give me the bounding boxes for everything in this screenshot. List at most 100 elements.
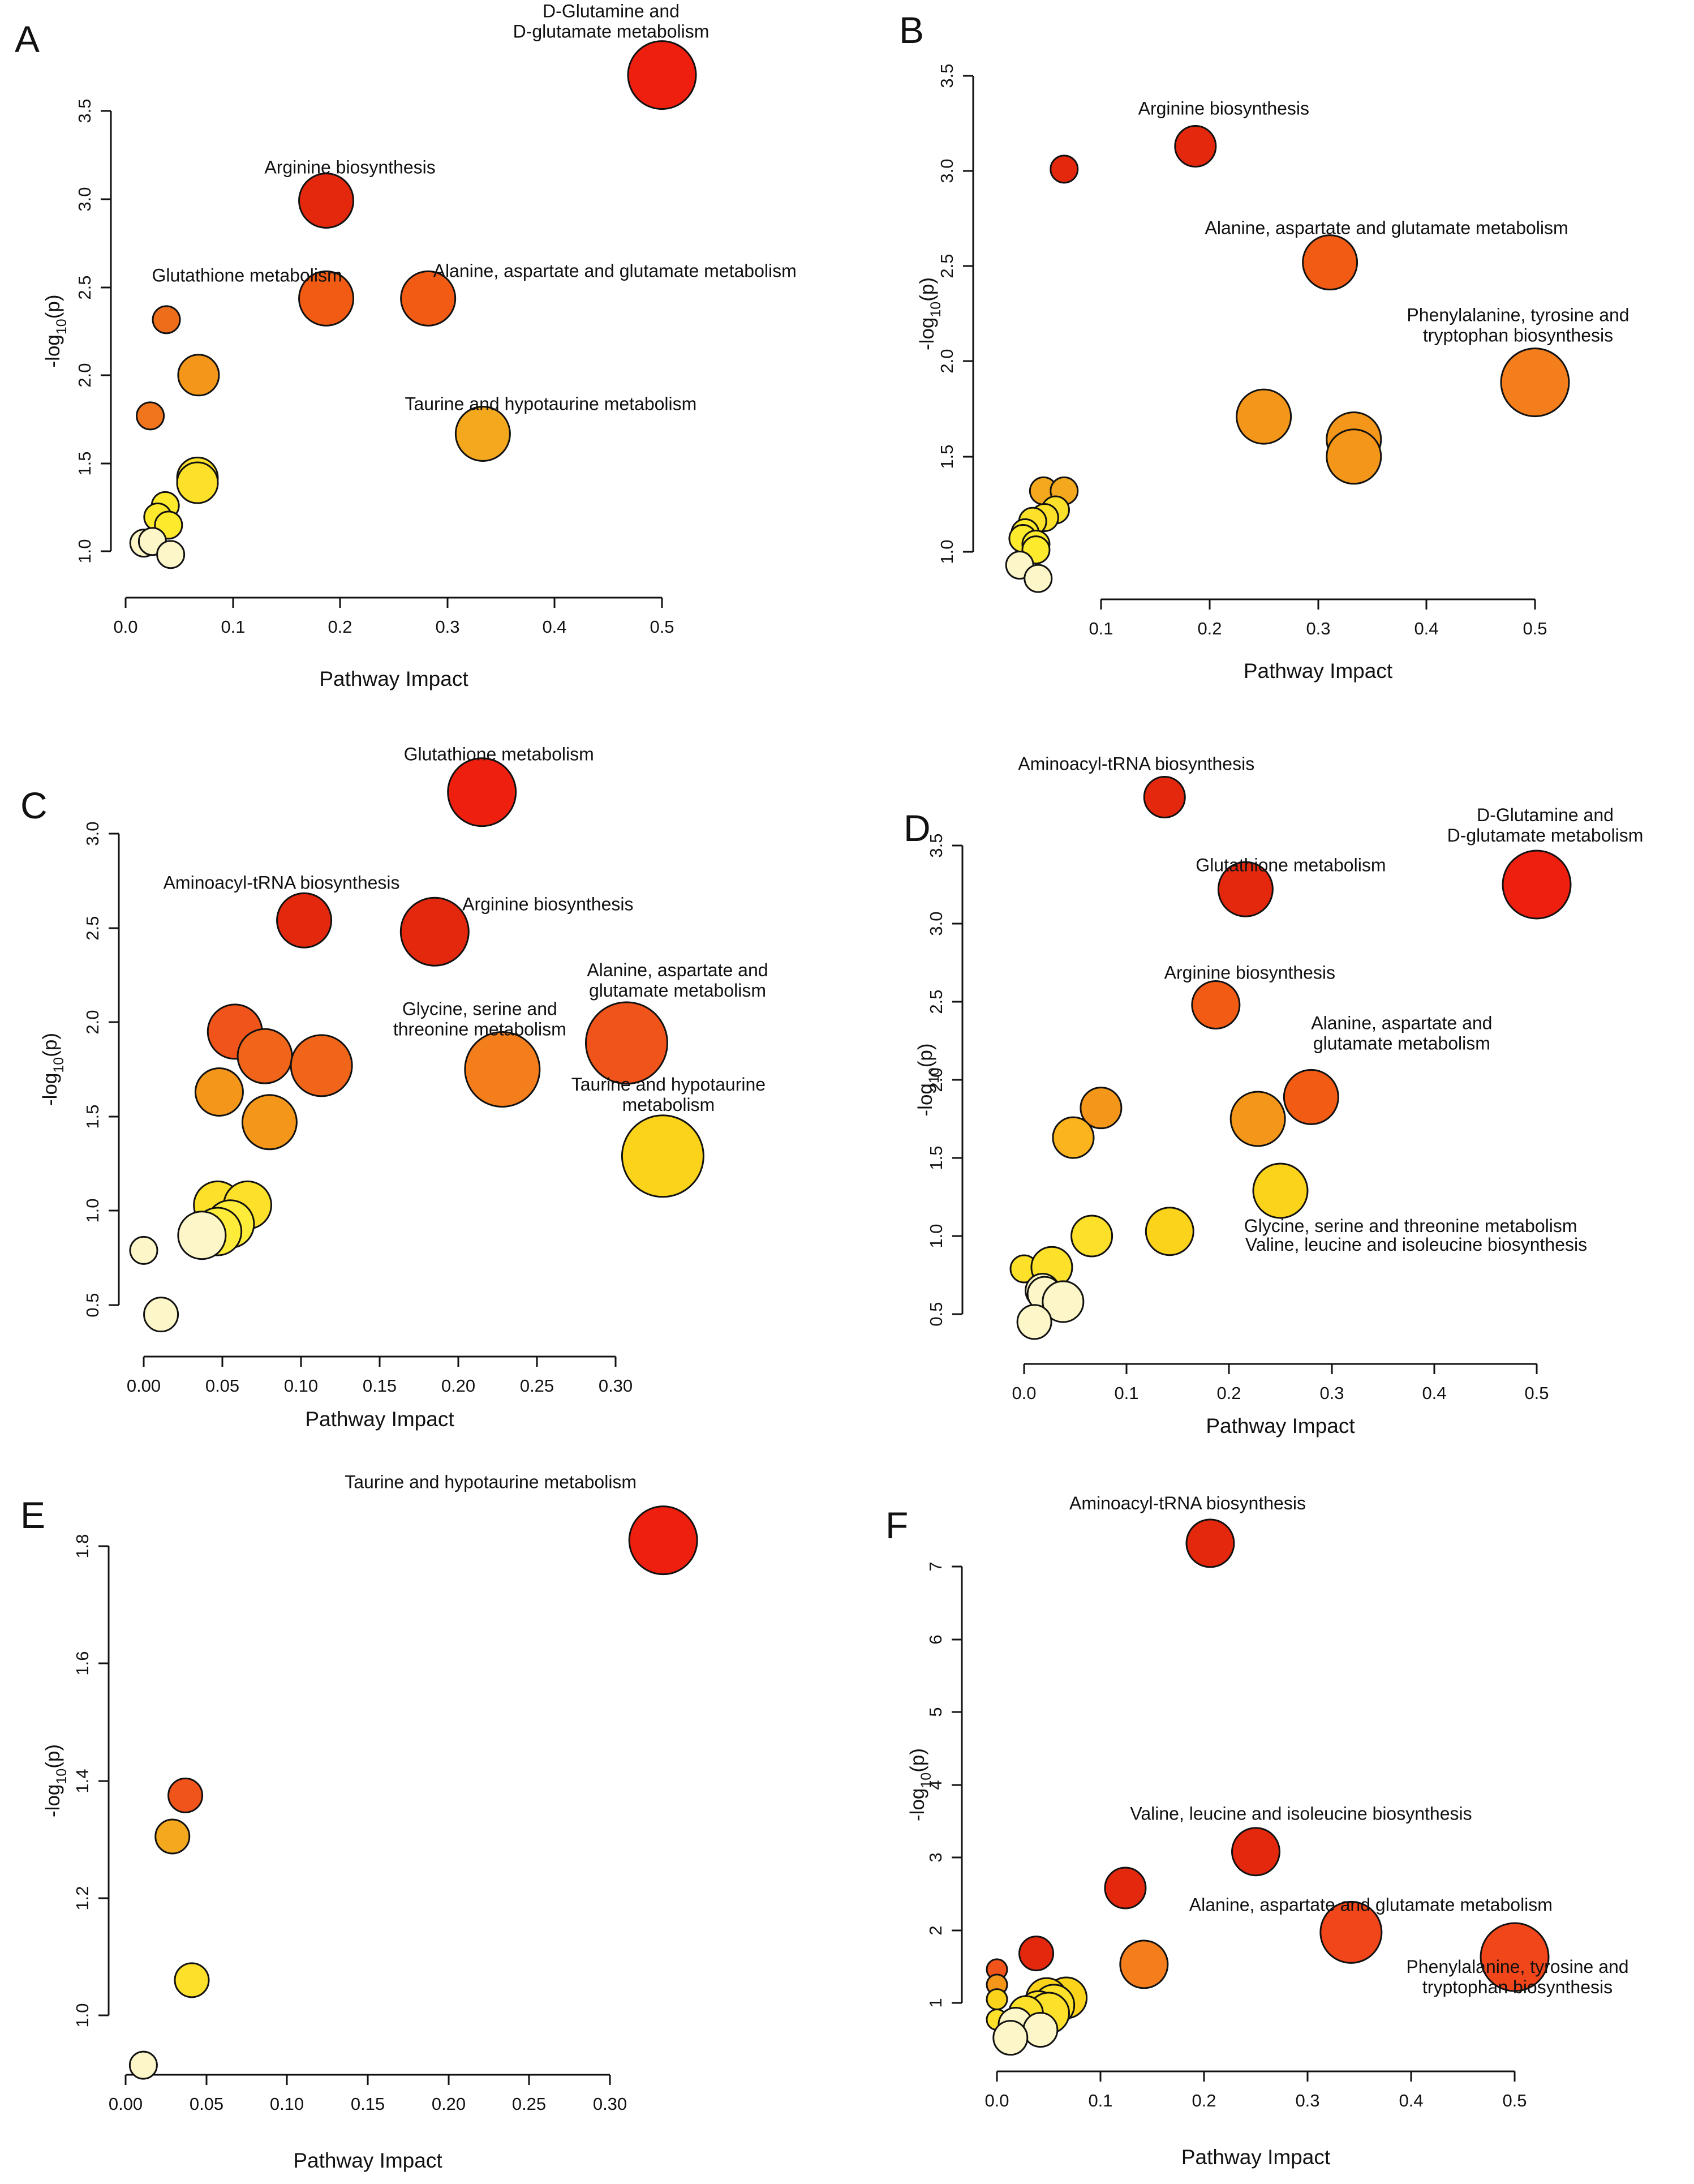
pathway-point[interactable] xyxy=(400,270,457,327)
x-axis-c: 0.00 0.05 0.10 0.15 0.20 0.25 0.30 xyxy=(127,1355,633,1396)
pathway-point[interactable] xyxy=(174,1962,210,1998)
pathway-point[interactable] xyxy=(1252,1162,1309,1219)
pathway-point[interactable] xyxy=(298,270,355,327)
y-axis-e: 1.0 1.2 1.4 1.6 1.8 xyxy=(72,1534,110,2028)
pathway-point[interactable] xyxy=(1050,155,1079,184)
pathway-label-line: Aminoacyl-tRNA biosynthesis xyxy=(164,872,400,893)
pathway-point[interactable] xyxy=(1283,1069,1339,1125)
x-tick-label: 0.2 xyxy=(328,617,352,637)
pathway-label-line: Arginine biosynthesis xyxy=(1138,98,1309,118)
pathway-label: Alanine, aspartate and glutamate metaboli… xyxy=(587,960,768,1001)
pathway-point[interactable] xyxy=(136,401,165,431)
panel-letter-e: E xyxy=(20,1494,46,1536)
pathway-point[interactable] xyxy=(152,305,181,334)
pathway-point[interactable] xyxy=(1319,1900,1383,1964)
pathway-point[interactable] xyxy=(1042,1280,1085,1323)
pathway-point[interactable] xyxy=(1480,1922,1550,1992)
panel-d: D 0.0 0.1 0.2 0.3 0.4 0.5 0.5 1.0 1.5 2.0 2.5 3.0 3.… xyxy=(847,736,1694,1471)
pathway-label-line: Glycine, serine and threonine metabolism xyxy=(1244,1216,1577,1236)
pathway-label-line: tryptophan biosynthesis xyxy=(1422,1977,1613,1997)
x-tick-label: 0.4 xyxy=(1422,1383,1446,1403)
pathway-point[interactable] xyxy=(1236,388,1292,445)
y-tick-label: 2.5 xyxy=(937,254,957,278)
pathway-point[interactable] xyxy=(1302,234,1358,291)
pathway-point[interactable] xyxy=(628,1505,698,1576)
pathway-point[interactable] xyxy=(298,172,355,229)
y-tick-label: 2 xyxy=(926,1925,945,1935)
annotations-e: Taurine and hypotaurine metabolism xyxy=(345,1472,637,1492)
pathway-label-line: Taurine and hypotaurine metabolism xyxy=(405,394,696,414)
pathway-point[interactable] xyxy=(1217,861,1274,917)
pathway-point[interactable] xyxy=(464,1031,541,1108)
pathway-point[interactable] xyxy=(627,40,697,110)
pathway-label: Arginine biosynthesis xyxy=(264,157,435,177)
pathway-point[interactable] xyxy=(1104,1867,1147,1910)
pathway-point[interactable] xyxy=(1052,1116,1095,1159)
pathway-point[interactable] xyxy=(1500,347,1570,418)
pathway-point[interactable] xyxy=(584,1001,668,1085)
pathway-point[interactable] xyxy=(128,2050,158,2080)
pathway-point[interactable] xyxy=(1191,980,1241,1030)
pathway-point[interactable] xyxy=(986,1988,1008,2011)
panel-e: E 0.00 0.05 0.10 0.15 0.20 0.25 0.30 1.0 1.2 1.4 1… xyxy=(0,1471,847,2184)
y-tick-label: 3.5 xyxy=(75,98,94,123)
pathway-point[interactable] xyxy=(143,1297,179,1333)
pathway-point[interactable] xyxy=(241,1094,298,1151)
x-tick-label: 0.5 xyxy=(1523,619,1547,638)
pathway-point[interactable] xyxy=(454,406,511,462)
y-axis-title-prefix: -log xyxy=(916,317,938,350)
x-axis-b: 0.1 0.2 0.3 0.4 0.5 xyxy=(1089,598,1547,638)
pathway-label: Taurine and hypotaurine metabolism xyxy=(405,394,696,414)
pathway-point[interactable] xyxy=(1070,1215,1113,1258)
pathway-point[interactable] xyxy=(1016,1304,1052,1340)
pathway-point[interactable] xyxy=(154,1818,191,1855)
pathway-label-line: Taurine and hypotaurine metabolism xyxy=(345,1472,637,1492)
x-axis-title: Pathway Impact xyxy=(305,1408,454,1431)
pathway-point[interactable] xyxy=(176,461,219,504)
pathway-point[interactable] xyxy=(1022,2012,1059,2048)
pathway-point[interactable] xyxy=(992,2020,1029,2056)
pathway-point[interactable] xyxy=(1143,775,1186,818)
pathway-point[interactable] xyxy=(177,1211,227,1260)
pathway-label: Alanine, aspartate and glutamate metabol… xyxy=(433,260,797,281)
pathway-point[interactable] xyxy=(1229,1091,1286,1147)
pathway-point[interactable] xyxy=(1145,1207,1194,1256)
pathway-point[interactable] xyxy=(447,757,517,827)
pathway-label: Taurine and hypotaurine metabolism xyxy=(345,1472,637,1492)
pathway-point[interactable] xyxy=(1185,1518,1235,1568)
pathway-label-line: Glutathione metabolism xyxy=(152,265,342,285)
pathway-point[interactable] xyxy=(1231,1827,1280,1877)
pathway-point[interactable] xyxy=(399,896,470,967)
pathway-label-line: Alanine, aspartate and glutamate metabol… xyxy=(1189,1894,1553,1915)
x-tick-label: 0.20 xyxy=(441,1376,475,1396)
pathway-point[interactable] xyxy=(1174,125,1217,168)
pathway-point[interactable] xyxy=(194,1067,244,1117)
panel-letter-d: D xyxy=(904,807,931,849)
pathway-point[interactable] xyxy=(1119,1940,1169,1989)
y-axis-b: 1.0 1.5 2.0 2.5 3.0 3.5 xyxy=(937,63,974,564)
pathway-point[interactable] xyxy=(129,1235,158,1265)
y-axis-title-suffix: (p) xyxy=(916,277,938,302)
pathway-point[interactable] xyxy=(237,1028,293,1084)
pathway-point[interactable] xyxy=(177,354,220,397)
pathway-point[interactable] xyxy=(156,540,186,569)
pathway-point[interactable] xyxy=(1024,564,1053,593)
y-tick-label: 2.0 xyxy=(937,349,957,373)
pathway-point[interactable] xyxy=(1018,1936,1055,1972)
pathway-point[interactable] xyxy=(621,1114,704,1198)
y-tick-label: 3.0 xyxy=(75,187,94,211)
pathway-label: Glycine, serine and threonine metabolism xyxy=(1244,1216,1577,1236)
pathway-point[interactable] xyxy=(276,892,333,949)
pathway-point[interactable] xyxy=(290,1034,353,1097)
pathway-point[interactable] xyxy=(1502,849,1572,920)
pathway-point[interactable] xyxy=(167,1777,204,1813)
pathway-point[interactable] xyxy=(1326,428,1382,485)
y-axis-a: 1.0 1.5 2.0 2.5 3.0 3.5 xyxy=(75,98,112,564)
x-tick-label: 0.2 xyxy=(1197,619,1222,638)
pathway-label: Alanine, aspartate and glutamate metabol… xyxy=(1189,1894,1553,1915)
y-axis-title: -log10(p) xyxy=(916,277,944,350)
x-axis-f: 0.0 0.1 0.2 0.3 0.4 0.5 xyxy=(984,2070,1527,2110)
pathway-label-line: Alanine, aspartate and xyxy=(1311,1012,1492,1033)
chart-d: 0.0 0.1 0.2 0.3 0.4 0.5 0.5 1.0 1.5 2.0 2.5 3.0 3.5 P… xyxy=(914,753,1643,1438)
pathway-point[interactable] xyxy=(1080,1087,1123,1130)
